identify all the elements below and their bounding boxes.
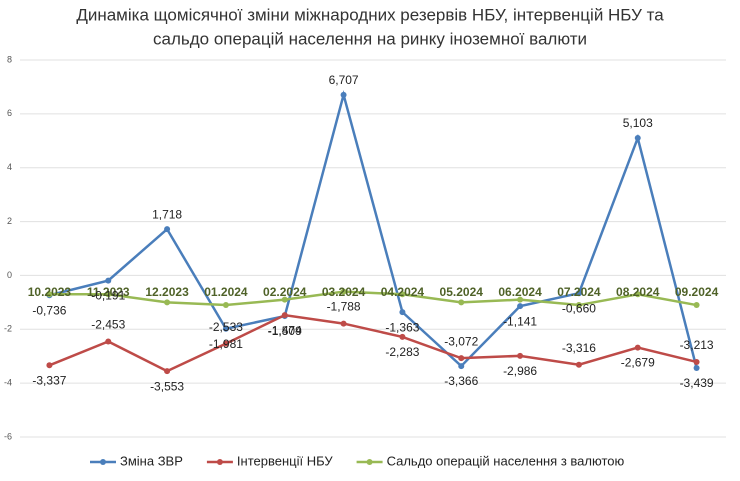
data-point: [458, 299, 465, 306]
data-point: [340, 288, 347, 295]
value-label: -1,363: [385, 320, 419, 334]
value-label: -1,981: [209, 337, 243, 351]
y-tick-label: 4: [7, 162, 12, 172]
value-label: -3,366: [444, 374, 478, 388]
legend-label: Сальдо операцій населення з валютою: [387, 453, 625, 468]
x-tick-label: 10.2023: [28, 285, 72, 299]
value-label: -1,141: [503, 314, 537, 328]
data-point: [517, 352, 524, 359]
data-point: [693, 358, 700, 365]
y-tick-label: -6: [4, 431, 12, 441]
data-point: [105, 338, 112, 345]
data-point: [222, 302, 229, 309]
value-label: -2,283: [385, 345, 419, 359]
data-point: [222, 325, 229, 332]
value-label: -2,453: [91, 318, 125, 332]
y-tick-label: 2: [7, 216, 12, 226]
x-tick-label: 04.2024: [381, 285, 425, 299]
data-point: [517, 296, 524, 303]
y-tick-label: -2: [4, 324, 12, 334]
legend-label: Зміна ЗВР: [120, 453, 183, 468]
series-line: [48, 313, 697, 373]
legend-marker: [366, 459, 373, 465]
data-point: [693, 365, 700, 372]
value-label: -1,474: [268, 323, 302, 337]
chart-title-line: сальдо операцій населення на ринку інозе…: [153, 29, 587, 48]
value-label: -1,788: [327, 300, 361, 314]
data-point: [399, 333, 406, 340]
value-label: -1,509: [268, 324, 302, 338]
x-tick-label: 07.2024: [557, 285, 601, 299]
data-point: [575, 361, 582, 368]
x-tick-label: 06.2024: [498, 285, 542, 299]
value-label: -3,337: [32, 373, 66, 387]
data-point: [222, 340, 229, 347]
value-label: -3,553: [150, 379, 184, 393]
data-point: [340, 320, 347, 327]
x-tick-label: 12.2023: [145, 285, 189, 299]
y-tick-label: 8: [7, 54, 12, 64]
value-label: -3,439: [680, 376, 714, 390]
value-label: 1,718: [152, 207, 182, 221]
data-point: [693, 302, 700, 309]
data-point: [634, 291, 641, 298]
value-label: -2,679: [621, 356, 655, 370]
series-line: [49, 290, 697, 307]
legend-label: Інтервенції НБУ: [237, 453, 333, 468]
value-label: -0,191: [91, 289, 125, 303]
data-point: [281, 296, 288, 303]
data-point: [575, 302, 582, 309]
value-label: -0,736: [32, 303, 66, 317]
data-point: [634, 344, 641, 351]
x-tick-label: 05.2024: [440, 285, 484, 299]
data-point: [46, 291, 53, 298]
y-tick-label: 6: [7, 108, 12, 118]
data-point: [399, 291, 406, 298]
data-point: [517, 303, 524, 310]
data-point: [164, 299, 171, 306]
value-label: -3,213: [680, 338, 714, 352]
x-tick-label: 09.2024: [675, 285, 719, 299]
chart-title-line: Динаміка щомісячної зміни міжнародних ре…: [76, 5, 664, 24]
data-point: [458, 355, 465, 362]
value-label: -3,316: [562, 341, 596, 355]
x-tick-label: 01.2024: [204, 285, 248, 299]
x-tick-label: 08.2024: [616, 285, 660, 299]
y-tick-label: -4: [4, 378, 12, 388]
x-tick-label: 02.2024: [263, 285, 307, 299]
data-point: [281, 312, 288, 319]
value-label: -3,072: [444, 334, 478, 348]
legend-marker: [100, 459, 106, 465]
data-point: [105, 291, 112, 298]
value-label: 6,707: [329, 73, 359, 87]
data-point: [458, 363, 465, 370]
data-point: [399, 309, 406, 316]
data-point: [634, 135, 641, 142]
value-label: -2,986: [503, 364, 537, 378]
data-point: [575, 290, 582, 297]
data-point: [340, 91, 347, 98]
data-point: [105, 277, 112, 284]
value-label: -0,660: [562, 301, 596, 315]
data-point: [164, 368, 171, 375]
series-line: [49, 89, 698, 369]
y-tick-label: 0: [7, 270, 12, 280]
value-label: 5,103: [623, 116, 653, 130]
data-point: [46, 362, 53, 369]
x-tick-label: 11.2023: [87, 285, 130, 299]
data-point: [164, 226, 171, 233]
legend-marker: [216, 459, 223, 465]
value-label: -2,533: [209, 320, 243, 334]
x-tick-label: 03.2024: [322, 285, 366, 299]
